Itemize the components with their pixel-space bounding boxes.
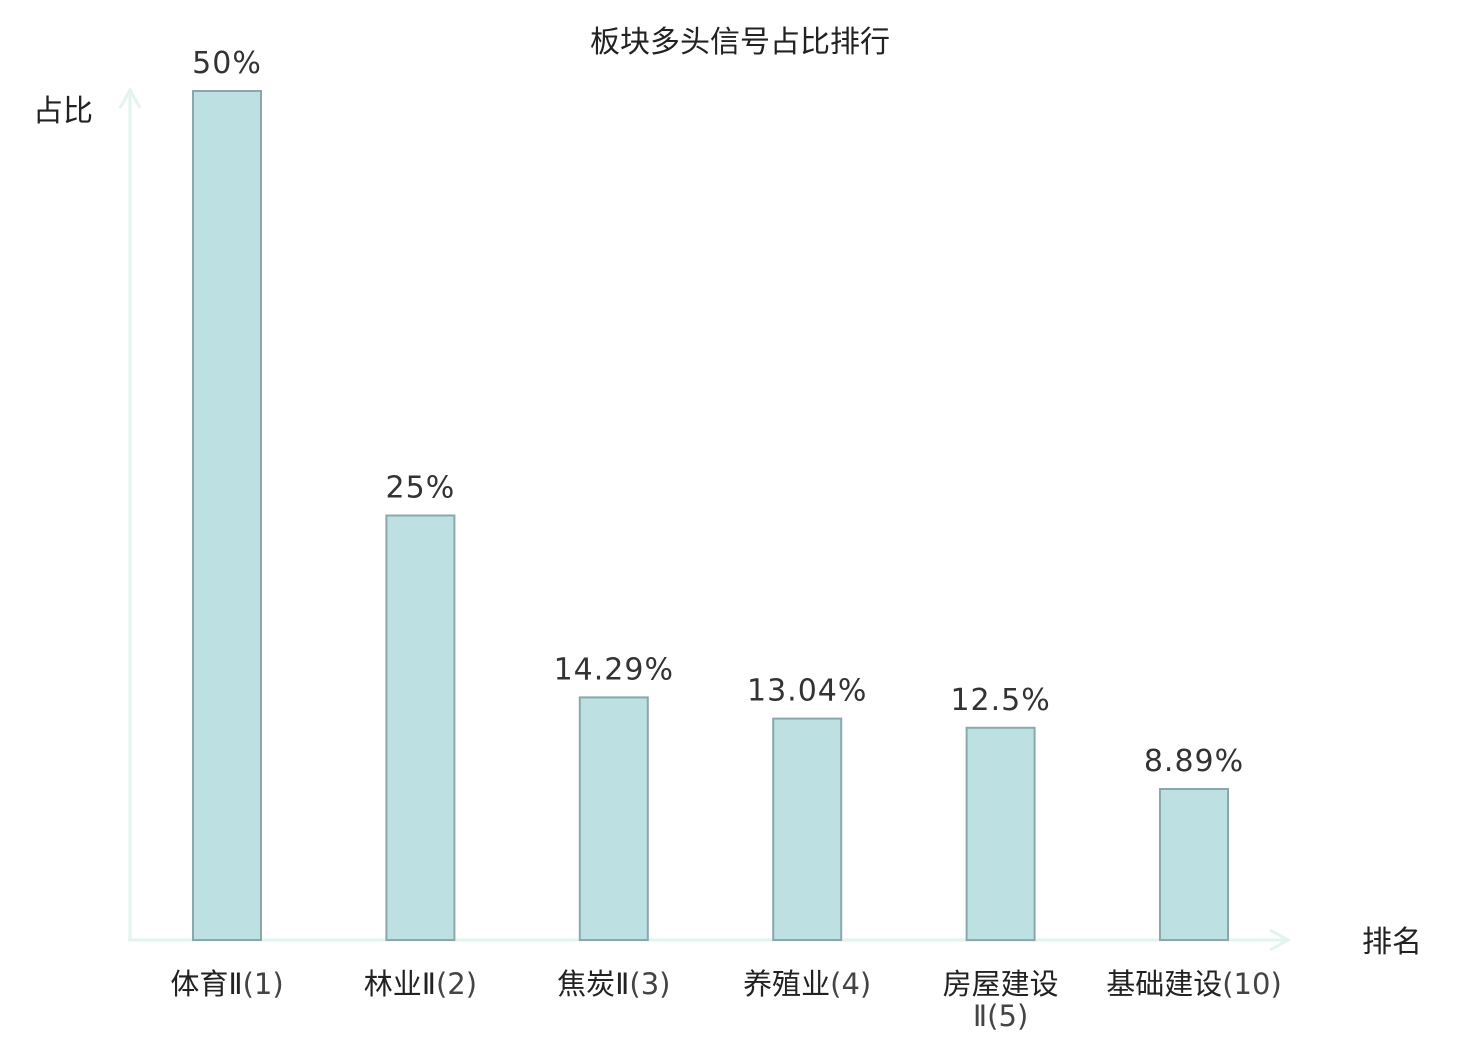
bar	[192, 90, 262, 941]
category-label: 养殖业(4)	[743, 967, 871, 1001]
category-rank: (2)	[436, 967, 477, 1001]
value-label: 13.04%	[747, 674, 867, 709]
category-name: 基础建设	[1106, 967, 1222, 1001]
category-name: 体育Ⅱ	[170, 967, 242, 1001]
category-label: 焦炭Ⅱ(3)	[557, 967, 670, 1001]
value-label: 8.89%	[1144, 744, 1244, 779]
category-name: 焦炭Ⅱ	[557, 967, 629, 1001]
bar	[965, 726, 1036, 942]
category-rank: Ⅱ(5)	[973, 999, 1028, 1033]
value-label: 50%	[192, 46, 262, 81]
value-label: 25%	[386, 471, 456, 506]
bar	[772, 717, 843, 941]
category-name: 林业Ⅱ	[364, 967, 436, 1001]
category-name: 养殖业	[743, 967, 830, 1001]
y-axis-title: 占比	[33, 94, 93, 129]
category-labels-group: 体育Ⅱ(1) 林业Ⅱ(2) 焦炭Ⅱ(3) 养殖业(4) 房屋建设 Ⅱ(5) 基础建设(10)	[170, 967, 1281, 1033]
category-rank: (1)	[243, 967, 284, 1001]
value-labels-group: 50% 25% 14.29% 13.04% 12.5% 8.89%	[192, 46, 1244, 779]
chart-title: 板块多头信号占比排行	[590, 25, 890, 60]
value-label: 14.29%	[554, 652, 674, 687]
category-label: 林业Ⅱ(2)	[364, 967, 477, 1001]
category-label: 体育Ⅱ(1)	[170, 967, 283, 1001]
bar	[578, 696, 649, 942]
value-label: 12.5%	[950, 683, 1050, 718]
bar	[1159, 788, 1229, 941]
x-axis-title: 排名	[1362, 925, 1422, 960]
axes	[118, 86, 1292, 952]
category-rank: (3)	[629, 967, 670, 1001]
category-rank: (4)	[830, 967, 871, 1001]
category-label: 房屋建设 Ⅱ(5)	[943, 967, 1059, 1033]
category-label: 基础建设(10)	[1106, 967, 1282, 1001]
y-axis-arrow	[118, 86, 142, 109]
bars-group	[192, 90, 1229, 942]
category-rank: (10)	[1222, 967, 1282, 1001]
category-name: 房屋建设	[943, 967, 1059, 1001]
x-axis-arrow	[1269, 928, 1292, 952]
bar	[385, 514, 456, 941]
